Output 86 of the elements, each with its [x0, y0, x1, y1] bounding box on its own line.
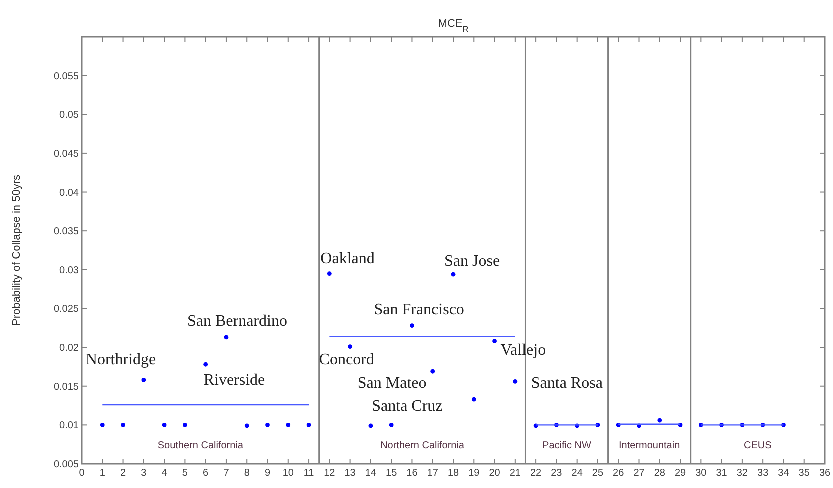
x-tick-label: 18 [448, 468, 460, 479]
point [513, 380, 518, 384]
point [492, 339, 497, 344]
x-tick-label: 15 [386, 468, 398, 479]
point [430, 369, 436, 374]
y-tick-label: 0.01 [60, 420, 80, 432]
annotation: Riverside [204, 372, 266, 390]
y-tick-label: 0.025 [54, 304, 80, 316]
x-tick-label: 25 [592, 468, 604, 479]
x-tick-label: 3 [141, 468, 148, 479]
x-tick-label: 5 [182, 468, 188, 479]
chart-title: MCE$_{R}$ [438, 18, 469, 34]
x-tick-label: 14 [365, 468, 377, 479]
x-tick-label: 9 [264, 468, 271, 479]
y-tick-label: 0.005 [54, 460, 80, 470]
annotation: Pacific NW [542, 440, 592, 452]
x-tick-label: 23 [551, 468, 563, 479]
x-tick-label: 0 [79, 468, 86, 479]
x-tick-label: 29 [674, 468, 687, 479]
x-tick-label: 7 [224, 468, 230, 479]
annotation: San Jose [444, 253, 500, 270]
point [182, 422, 188, 428]
annotation: Intermountain [618, 440, 680, 452]
y-tick-label: 0.055 [54, 71, 80, 82]
y-tick-label: 0.035 [54, 226, 80, 238]
x-tick-label: 27 [634, 468, 646, 479]
x-tick-label: 11 [304, 468, 315, 479]
x-tick-label: 6 [203, 468, 210, 479]
point [244, 424, 250, 428]
x-tick-label: 1 [100, 468, 106, 479]
x-tick-label: 12 [324, 468, 336, 479]
x-tick-label: 36 [819, 468, 831, 479]
point [204, 362, 208, 367]
y-tick-label: 0.015 [54, 382, 80, 393]
point [224, 335, 229, 340]
x-tick-label: 17 [427, 468, 439, 479]
point [348, 344, 353, 349]
annotation: Santa Cruz [372, 398, 443, 416]
x-tick-label: 24 [572, 468, 584, 479]
x-tick-label: 34 [778, 468, 790, 479]
x-tick-label: 10 [282, 468, 294, 479]
y-tick-label: 0.045 [54, 148, 80, 160]
point [142, 378, 146, 382]
annotation: Southern California [158, 440, 244, 452]
x-tick-label: 21 [510, 468, 522, 479]
x-tick-label: 31 [716, 468, 728, 479]
point [266, 422, 270, 428]
y-axis-title: Probability of Collapse in 50yrs [11, 174, 23, 326]
x-tick-label: 2 [120, 468, 126, 479]
x-tick-label: 4 [162, 468, 168, 479]
x-tick-label: 28 [654, 468, 666, 479]
y-tick-label: 0.05 [60, 110, 80, 122]
point [451, 272, 456, 277]
x-tick-label: 35 [798, 468, 810, 479]
x-tick-label: 30 [696, 468, 708, 479]
point [121, 422, 126, 428]
point [100, 422, 105, 428]
point [658, 418, 662, 423]
point [368, 424, 374, 428]
x-tick-label: 16 [406, 468, 418, 479]
annotation: Northern California [380, 440, 465, 452]
point [410, 324, 414, 328]
annotation: San Mateo [358, 375, 427, 392]
point [286, 422, 291, 428]
annotation: San Francisco [374, 301, 464, 318]
x-tick-label: 32 [736, 468, 748, 479]
point [306, 422, 312, 428]
x-tick-label: 26 [613, 468, 625, 479]
x-tick-label: 19 [468, 468, 480, 479]
y-tick-label: 0.03 [60, 265, 80, 276]
annotation: Northridge [86, 352, 156, 369]
annotation: Oakland [320, 250, 375, 268]
point [327, 272, 332, 276]
x-tick-label: 13 [344, 468, 356, 479]
x-tick-label: 22 [530, 468, 542, 479]
point [162, 422, 167, 428]
y-tick-label: 0.04 [60, 188, 80, 199]
point [389, 422, 394, 428]
y-tick-label: 0.02 [60, 343, 80, 354]
annotation: CEUS [744, 440, 772, 452]
point [472, 397, 476, 402]
x-tick-label: 33 [758, 468, 770, 479]
annotation: Santa Rosa [531, 375, 603, 392]
x-tick-label: 8 [244, 468, 250, 479]
x-tick-label: 20 [489, 468, 501, 479]
annotation: San Bernardino [187, 312, 288, 330]
